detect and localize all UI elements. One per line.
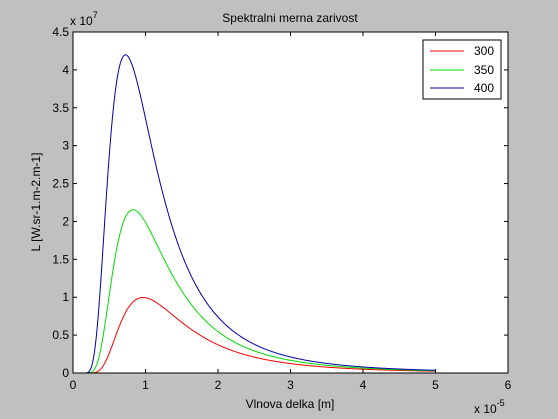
chart-title: Spektralni merna zarivost [222, 11, 358, 25]
x-tick-label: 3 [287, 378, 294, 392]
y-tick-label: 3 [62, 139, 69, 153]
x-exponent: -5 [497, 398, 505, 408]
legend-label-300: 300 [474, 44, 494, 58]
x-tick-label: 5 [432, 378, 439, 392]
y-tick-label: 0.5 [52, 328, 69, 342]
x-exponent-label: x 10-5 [474, 398, 505, 416]
x-axis-label: Vlnova delka [m] [246, 397, 335, 411]
y-axis-ticks: 0 0.5 1 1.5 2 2.5 3 3.5 4 4.5 [52, 25, 508, 380]
y-tick-label: 3.5 [52, 101, 69, 115]
legend: 300 350 400 [422, 39, 502, 100]
y-tick-label: 0 [62, 366, 69, 380]
y-tick-label: 1 [62, 290, 69, 304]
series-line-400 [73, 54, 436, 374]
x-tick-label: 4 [360, 378, 367, 392]
legend-label-350: 350 [474, 63, 494, 77]
legend-label-400: 400 [474, 81, 494, 95]
y-tick-label: 4.5 [52, 25, 69, 39]
x-axis-ticks: 0 1 2 3 4 5 6 [70, 32, 512, 392]
x-tick-label: 1 [142, 378, 149, 392]
y-tick-label: 2 [62, 214, 69, 228]
y-exponent-label: x 107 [70, 10, 98, 28]
y-exponent: 7 [93, 10, 98, 20]
series-line-350 [73, 209, 436, 374]
data-lines [73, 54, 436, 374]
y-tick-label: 2.5 [52, 177, 69, 191]
x-tick-label: 6 [505, 378, 512, 392]
x-tick-label: 0 [70, 378, 77, 392]
y-tick-label: 1.5 [52, 252, 69, 266]
y-axis-label: L [W.sr-1.m-2.m-1] [29, 153, 43, 252]
y-tick-label: 4 [62, 63, 69, 77]
x-tick-label: 2 [215, 378, 222, 392]
series-line-300 [73, 296, 436, 374]
